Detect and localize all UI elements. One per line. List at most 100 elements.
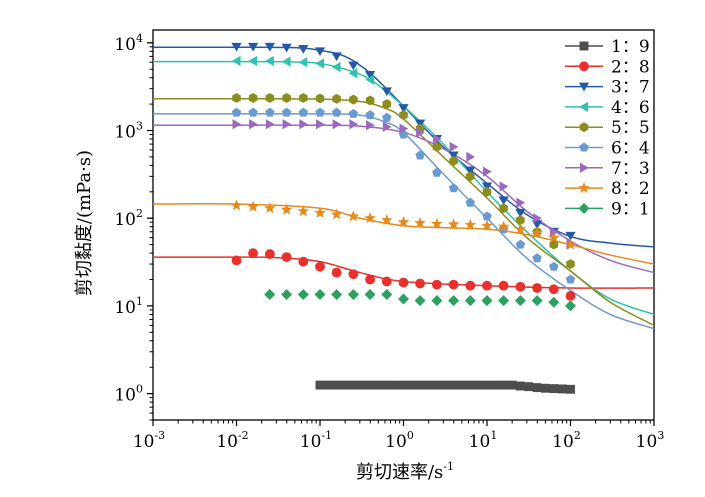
data-point bbox=[247, 42, 259, 52]
data-point bbox=[382, 112, 392, 122]
data-point bbox=[265, 107, 275, 117]
data-point bbox=[348, 61, 359, 71]
data-point bbox=[399, 380, 408, 390]
data-point bbox=[532, 283, 542, 293]
data-point bbox=[331, 288, 343, 300]
data-point bbox=[498, 295, 510, 307]
data-point bbox=[315, 58, 324, 69]
data-point bbox=[348, 108, 359, 118]
x-tick-label: 102 bbox=[552, 429, 581, 452]
data-point bbox=[382, 99, 392, 110]
data-point bbox=[465, 166, 476, 176]
data-point bbox=[349, 94, 358, 105]
data-point bbox=[331, 267, 342, 278]
data-point bbox=[531, 295, 543, 307]
data-point bbox=[533, 213, 542, 224]
data-point bbox=[481, 182, 493, 192]
data-point bbox=[515, 208, 526, 218]
data-point bbox=[407, 380, 417, 390]
data-point bbox=[466, 171, 475, 182]
data-point bbox=[549, 239, 559, 250]
legend-label: 3：7 bbox=[611, 78, 650, 98]
data-point bbox=[397, 216, 410, 228]
data-point bbox=[315, 107, 325, 117]
series-4 bbox=[231, 55, 375, 85]
data-point bbox=[265, 119, 275, 130]
data-point bbox=[565, 300, 576, 312]
data-point bbox=[449, 141, 459, 153]
legend-label: 2：8 bbox=[611, 57, 650, 77]
data-point bbox=[557, 384, 567, 394]
legend-marker bbox=[579, 101, 588, 113]
data-point bbox=[481, 219, 493, 231]
data-point bbox=[315, 93, 325, 104]
data-point bbox=[281, 107, 292, 117]
data-point bbox=[297, 288, 309, 300]
data-point bbox=[515, 381, 525, 391]
x-tick-label: 103 bbox=[636, 429, 665, 452]
data-point bbox=[247, 200, 259, 212]
data-point bbox=[514, 223, 527, 235]
data-point bbox=[366, 120, 375, 131]
data-point bbox=[474, 380, 484, 390]
data-point bbox=[532, 383, 542, 393]
y-axis-label: 剪切黏度/(mPa·s) bbox=[74, 150, 95, 296]
data-point bbox=[248, 55, 258, 67]
data-point bbox=[265, 55, 274, 67]
data-point bbox=[398, 104, 409, 113]
data-point bbox=[298, 45, 309, 54]
data-point bbox=[365, 110, 375, 120]
data-point bbox=[482, 280, 492, 291]
data-point bbox=[231, 107, 242, 117]
data-point bbox=[464, 295, 476, 307]
series-8 bbox=[230, 199, 577, 250]
data-point bbox=[264, 202, 276, 214]
data-point bbox=[365, 95, 375, 106]
data-point bbox=[498, 196, 509, 206]
data-point bbox=[490, 380, 500, 390]
data-point bbox=[299, 119, 309, 130]
series-1 bbox=[315, 380, 575, 394]
series-2 bbox=[231, 248, 576, 301]
data-point bbox=[248, 93, 258, 103]
legend-label: 6：4 bbox=[611, 139, 650, 159]
data-point bbox=[431, 217, 443, 229]
data-point bbox=[364, 212, 376, 224]
legend-marker bbox=[579, 142, 589, 152]
data-point bbox=[398, 293, 409, 305]
data-point bbox=[416, 127, 425, 138]
data-point bbox=[380, 214, 393, 226]
data-point bbox=[465, 197, 476, 207]
data-point bbox=[281, 56, 291, 67]
legend-label: 8：2 bbox=[611, 179, 650, 199]
data-point bbox=[357, 380, 367, 390]
data-point bbox=[547, 231, 560, 243]
data-point bbox=[365, 74, 375, 85]
data-point bbox=[449, 380, 459, 390]
legend-label: 1：9 bbox=[611, 37, 650, 57]
data-point bbox=[264, 249, 275, 259]
data-point bbox=[331, 52, 342, 62]
data-point bbox=[566, 259, 575, 270]
data-point bbox=[483, 166, 492, 177]
data-point bbox=[499, 181, 509, 192]
data-point bbox=[524, 382, 534, 392]
data-point bbox=[566, 384, 575, 394]
data-point bbox=[381, 276, 392, 287]
data-point bbox=[314, 288, 326, 300]
data-point bbox=[398, 277, 409, 288]
data-point bbox=[448, 295, 460, 307]
data-point bbox=[347, 288, 359, 300]
data-point bbox=[365, 380, 375, 390]
data-point bbox=[432, 167, 442, 177]
data-point bbox=[281, 43, 292, 53]
legend-label: 4：6 bbox=[611, 98, 650, 118]
data-point bbox=[231, 42, 242, 52]
data-point bbox=[364, 288, 376, 300]
data-point bbox=[399, 123, 409, 134]
data-point bbox=[348, 269, 359, 280]
y-tick-label: 104 bbox=[114, 32, 143, 55]
data-point bbox=[482, 380, 492, 390]
data-point bbox=[432, 141, 442, 152]
